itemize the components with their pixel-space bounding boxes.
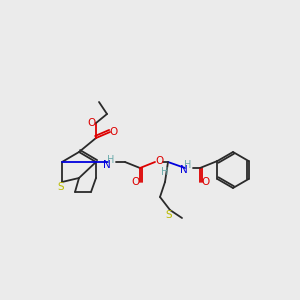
Text: H: H (184, 160, 192, 170)
Text: S: S (58, 182, 64, 192)
Text: S: S (166, 210, 172, 220)
Text: O: O (156, 156, 164, 166)
Text: O: O (201, 177, 209, 187)
Text: O: O (110, 127, 118, 137)
Text: N: N (180, 165, 188, 175)
Text: H: H (107, 155, 115, 165)
Text: N: N (103, 160, 111, 170)
Text: H: H (161, 167, 169, 177)
Text: O: O (87, 118, 95, 128)
Text: O: O (131, 177, 139, 187)
